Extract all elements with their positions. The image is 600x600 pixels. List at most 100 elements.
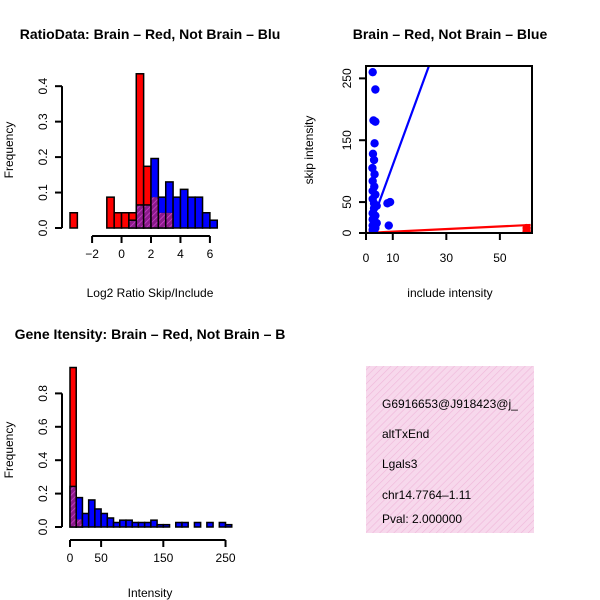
intensity-histogram-ylabel: Frequency (2, 422, 16, 479)
intensity-histogram-title: Gene Itensity: Brain – Red, Not Brain – … (15, 326, 286, 342)
ratio-hist-bar-not-brain (187, 196, 196, 229)
scatter-point-not-brain (368, 67, 377, 77)
scatter-plot-box (365, 65, 533, 234)
scatter-x-tick-label: 0 (363, 251, 370, 265)
info-event-id: G6916653@J918423@j_ (382, 397, 518, 411)
brain-fit-line (366, 223, 531, 233)
intensity-hist-x-tick-label: 250 (216, 551, 236, 565)
intensity-hist-y-tick-label: 0.2 (36, 485, 50, 502)
ratio-hist-y-tick-label: 0.2 (36, 148, 50, 165)
scatter-y-tick-label: 150 (340, 130, 354, 150)
ratio-hist-bar-brain (120, 212, 130, 229)
ratio-hist-y-tick-label: 0.4 (36, 78, 50, 95)
intensity-hist-bar-not-brain (162, 523, 171, 528)
info-pval: Pval: 2.000000 (382, 512, 462, 526)
info-box-background (366, 366, 534, 533)
ratio-hist-bar-not-brain (179, 188, 189, 229)
intensity-hist-bar-not-brain (131, 521, 140, 528)
ratio-hist-bar-not-brain (194, 196, 204, 229)
ratio-hist-bar-overlap (143, 204, 151, 228)
ratio-hist-bar-not-brain (151, 158, 159, 198)
info-gene-name: Lgals3 (382, 457, 418, 471)
scatter-x-tick-label: 30 (440, 251, 454, 265)
ratio-hist-x-tick-label: 4 (177, 247, 184, 261)
ratio-hist-bar-not-brain-outline (150, 157, 160, 229)
ratio-histogram-ylabel: Frequency (2, 122, 16, 179)
ratio-hist-y-tick-label: 0.0 (36, 219, 50, 236)
scatter-point-not-brain (385, 197, 395, 207)
ratio-hist-x-tick-label: 2 (148, 247, 155, 261)
intensity-hist-y-tick-label: 0.4 (36, 452, 50, 469)
ratio-hist-bar-overlap (136, 204, 144, 228)
intensity-hist-bar-not-brain (143, 521, 152, 528)
intensity-hist-x-tick-label: 50 (94, 551, 108, 565)
intensity-hist-bar-not-brain (106, 517, 115, 528)
ratio-hist-bar-not-brain (201, 212, 211, 229)
ratio-hist-x-tick-label: −2 (85, 247, 99, 261)
scatter-point-not-brain (370, 170, 379, 179)
scatter-panel: Brain – Red, Not Brain – Blue 0 10 30 50 0 5… (302, 26, 547, 300)
ratio-hist-bar-overlap (151, 197, 159, 228)
ratio-hist-bar-not-brain (172, 196, 182, 229)
scatter-point-not-brain (369, 155, 379, 165)
intensity-hist-bar-not-brain (206, 521, 214, 528)
ratio-hist-bar-brain (113, 212, 123, 229)
intensity-hist-bar-not-brain-outline (75, 496, 84, 528)
not-brain-fit-line (370, 66, 430, 225)
ratio-hist-y-tick-label: 0.3 (36, 113, 50, 130)
ratio-hist-x-tick-label: 0 (118, 247, 125, 261)
intensity-hist-bar-not-brain (76, 497, 83, 520)
intensity-hist-bar-not-brain (94, 508, 102, 528)
ratio-hist-bar-overlap (165, 212, 174, 228)
ratio-hist-bar-not-brain (158, 197, 166, 213)
intensity-hist-bar-not-brain (175, 521, 183, 528)
intensity-hist-y-tick-label: 0.6 (36, 418, 50, 435)
intensity-hist-bar-not-brain (218, 521, 227, 528)
intensity-hist-y-tick-label: 0.0 (36, 518, 50, 535)
scatter-y-tick-label: 0 (340, 229, 354, 236)
scatter-point-not-brain (371, 85, 380, 94)
intensity-histogram-panel: Gene Itensity: Brain – Red, Not Brain – … (2, 326, 285, 600)
ratio-hist-bar-brain (106, 196, 115, 229)
scatter-x-tick-label: 10 (386, 251, 400, 265)
ratio-hist-x-tick-label: 6 (207, 247, 214, 261)
intensity-hist-bar-not-brain (125, 519, 133, 528)
ratio-histogram-title: RatioData: Brain – Red, Not Brain – Blu (20, 26, 281, 42)
scatter-point-not-brain (369, 226, 379, 233)
scatter-y-tick-label: 250 (340, 68, 354, 88)
intensity-hist-bar-not-brain (193, 521, 202, 528)
info-location: chr14.7764–1.11 (382, 488, 472, 502)
intensity-histogram-xlabel: Intensity (128, 586, 173, 600)
intensity-hist-bar-overlap (70, 486, 77, 527)
scatter-point-not-brain (372, 218, 381, 228)
intensity-hist-bar-not-brain (137, 521, 146, 528)
scatter-point-not-brain (371, 117, 380, 126)
intensity-hist-bar-not-brain (87, 499, 96, 528)
ratio-hist-bar-not-brain (209, 219, 219, 229)
event-info-panel: G6916653@J918423@j_ altTxEnd Lgals3 chr1… (366, 366, 534, 533)
intensity-hist-bar-not-brain (150, 519, 158, 528)
scatter-plot-area (366, 66, 531, 233)
ratio-histogram-xlabel: Log2 Ratio Skip/Include (87, 286, 214, 300)
scatter-x-tick-label: 50 (493, 251, 507, 265)
intensity-hist-x-tick-label: 150 (153, 551, 173, 565)
scatter-ylabel: skip intensity (302, 116, 316, 185)
intensity-hist-bar-not-brain (224, 523, 233, 528)
intensity-hist-x-tick-label: 0 (67, 551, 74, 565)
info-event-type: altTxEnd (382, 427, 429, 441)
scatter-point-not-brain (384, 221, 393, 230)
intensity-hist-bar-not-brain (100, 512, 109, 528)
scatter-point-brain (522, 226, 531, 233)
ratio-hist-bar-overlap (158, 212, 166, 228)
scatter-xlabel: include intensity (407, 286, 492, 300)
intensity-hist-bar-not-brain (112, 521, 121, 528)
ratio-hist-bar-not-brain (165, 181, 174, 213)
intensity-hist-bar-not-brain (119, 519, 127, 528)
ratio-histogram-panel: RatioData: Brain – Red, Not Brain – Blu … (2, 26, 280, 300)
scatter-point-not-brain (368, 149, 378, 159)
ratio-hist-bar-overlap (128, 220, 137, 228)
intensity-hist-bar-overlap (76, 519, 83, 527)
intensity-hist-bar-not-brain (181, 521, 189, 528)
scatter-title: Brain – Red, Not Brain – Blue (353, 26, 548, 42)
